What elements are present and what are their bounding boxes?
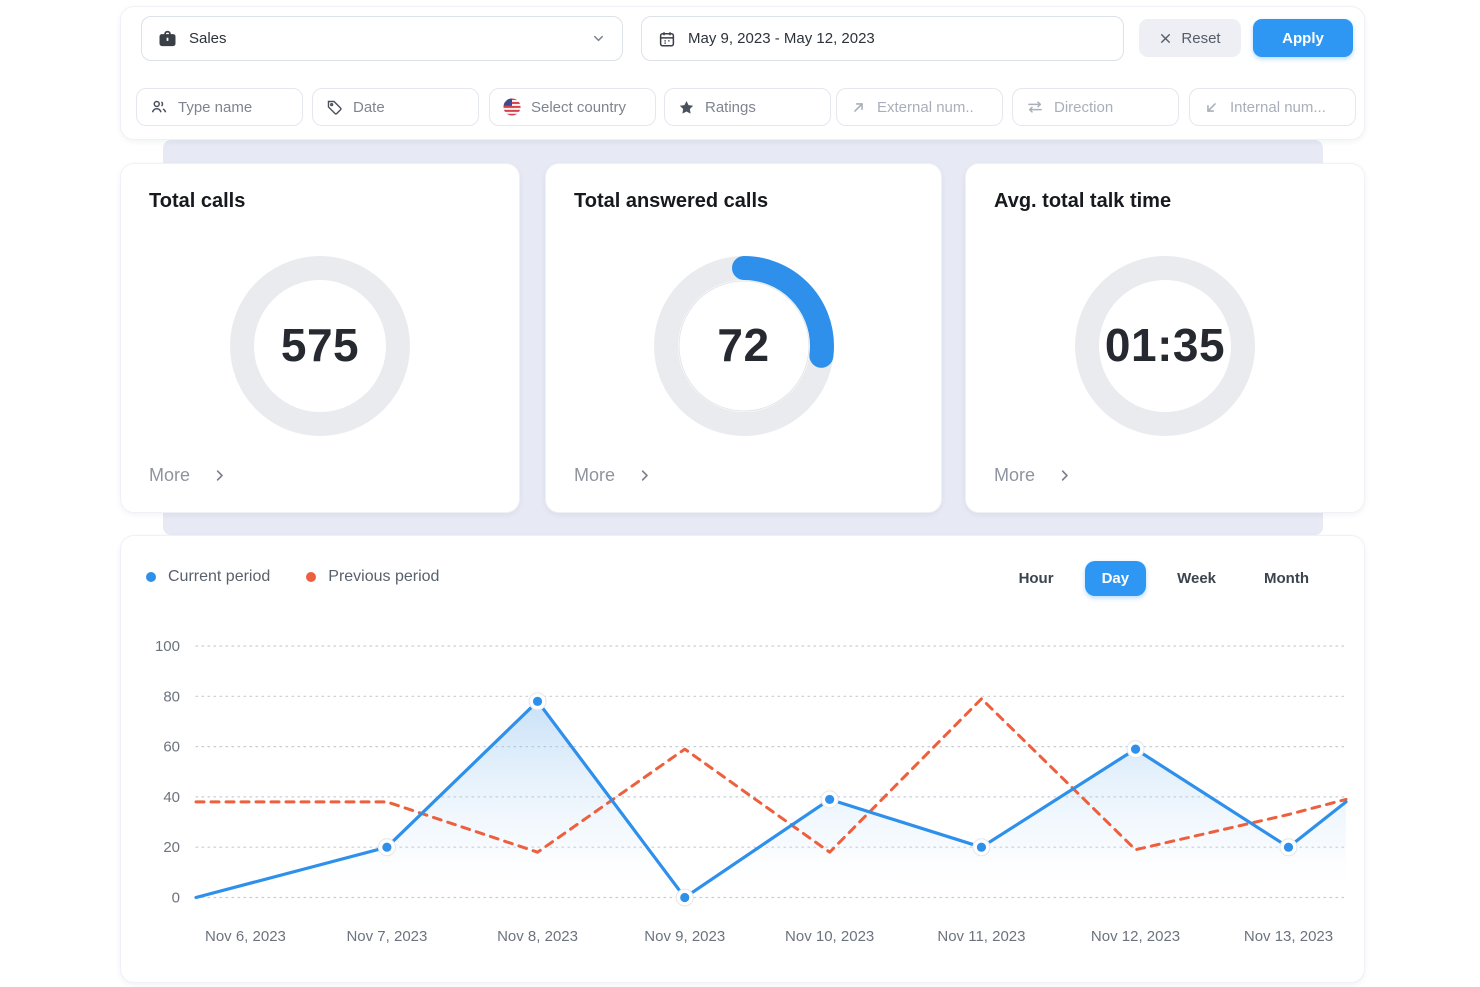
team-select[interactable]: Sales [141, 16, 623, 61]
svg-text:60: 60 [163, 739, 180, 756]
reset-button[interactable]: Reset [1139, 19, 1241, 57]
tab-week[interactable]: Week [1177, 570, 1217, 587]
filter-chip-select-country[interactable]: Select country [489, 88, 656, 126]
star-icon [679, 100, 694, 114]
stat-ring-wrap: 72 [649, 251, 839, 441]
svg-text:Nov 6, 2023: Nov 6, 2023 [205, 928, 286, 945]
stat-card-total-answered-calls: Total answered calls 72 More [545, 163, 942, 513]
filter-bar: Type name Date Select country Ratings Ex… [121, 88, 1364, 126]
progress-ring [230, 256, 410, 436]
svg-text:100: 100 [155, 638, 180, 655]
stat-ring-wrap: 01:35 [1070, 251, 1260, 441]
legend-dot-blue [146, 572, 156, 582]
arrow-up-right-icon [854, 102, 863, 112]
stat-value: 72 [717, 318, 770, 371]
svg-text:Nov 9, 2023: Nov 9, 2023 [644, 928, 725, 945]
stat-value: 575 [280, 318, 360, 371]
stat-title: Avg. total talk time [994, 190, 1172, 212]
chevron-right-icon [1061, 470, 1068, 481]
filter-chip-external-number[interactable]: External num.. [836, 88, 1003, 126]
stat-title: Total calls [149, 190, 246, 212]
tab-day[interactable]: Day [1084, 561, 1147, 596]
date-range-value: May 9, 2023 - May 12, 2023 [688, 30, 875, 47]
period-comparison-chart-card: Current period Previous period Hour Day … [120, 535, 1365, 983]
team-select-value: Sales [189, 30, 227, 47]
svg-text:Nov 8, 2023: Nov 8, 2023 [497, 928, 578, 945]
briefcase-icon [159, 30, 176, 47]
us-flag-icon [503, 98, 521, 116]
stat-ring-wrap: 575 [225, 251, 415, 441]
svg-text:Nov 13, 2023: Nov 13, 2023 [1244, 928, 1333, 945]
progress-ring [653, 256, 834, 436]
close-icon [1161, 33, 1171, 43]
stat-card-avg-talk-time: Avg. total talk time 01:35 More [965, 163, 1365, 513]
svg-text:20: 20 [163, 839, 180, 856]
range-tabs: Hour Day Week Month [1002, 561, 1326, 596]
svg-text:80: 80 [163, 688, 180, 705]
stat-title: Total answered calls [574, 190, 769, 212]
users-icon [151, 100, 167, 113]
arrow-down-left-icon [1207, 102, 1216, 112]
stat-value: 01:35 [1104, 318, 1226, 371]
filter-chip-direction[interactable]: Direction [1012, 88, 1179, 126]
more-link[interactable]: More [994, 465, 1072, 486]
line-chart: 0 20 40 60 80 100 Nov 6, 2023 Nov 7, 2023 Nov 8,… [155, 638, 1348, 945]
more-link[interactable]: More [149, 465, 227, 486]
legend-item-current-period: Current period [146, 568, 270, 586]
svg-text:Nov 10, 2023: Nov 10, 2023 [785, 928, 874, 945]
swap-arrows-icon [1028, 101, 1042, 113]
filter-chip-type-name[interactable]: Type name [136, 88, 303, 126]
svg-text:Nov 12, 2023: Nov 12, 2023 [1091, 928, 1180, 945]
chevron-right-icon [216, 470, 223, 481]
apply-button[interactable]: Apply [1253, 19, 1353, 57]
chevron-right-icon [641, 470, 648, 481]
tab-hour[interactable]: Hour [1018, 570, 1054, 587]
svg-text:Nov 11, 2023: Nov 11, 2023 [937, 928, 1025, 945]
svg-text:40: 40 [163, 789, 180, 806]
filter-chip-ratings[interactable]: Ratings [664, 88, 831, 126]
calendar-icon [659, 31, 675, 46]
progress-ring [1075, 256, 1255, 436]
filter-chip-internal-number[interactable]: Internal num... [1189, 88, 1356, 126]
svg-text:Nov 7, 2023: Nov 7, 2023 [346, 928, 427, 945]
chart-legend: Current period Previous period [146, 568, 439, 586]
tab-month[interactable]: Month [1264, 570, 1309, 587]
toolbar: Sales May 9, 2023 - May 12, 2023 Reset A… [120, 6, 1365, 140]
date-range-picker[interactable]: May 9, 2023 - May 12, 2023 [641, 16, 1124, 61]
svg-text:0: 0 [172, 890, 180, 907]
more-link[interactable]: More [574, 465, 652, 486]
filter-chip-date[interactable]: Date [312, 88, 479, 126]
chevron-down-icon [594, 35, 603, 42]
legend-dot-orange [306, 572, 317, 582]
tag-icon [327, 100, 342, 115]
stat-card-total-calls: Total calls 575 More [120, 163, 520, 513]
legend-item-previous-period: Previous period [306, 568, 439, 586]
